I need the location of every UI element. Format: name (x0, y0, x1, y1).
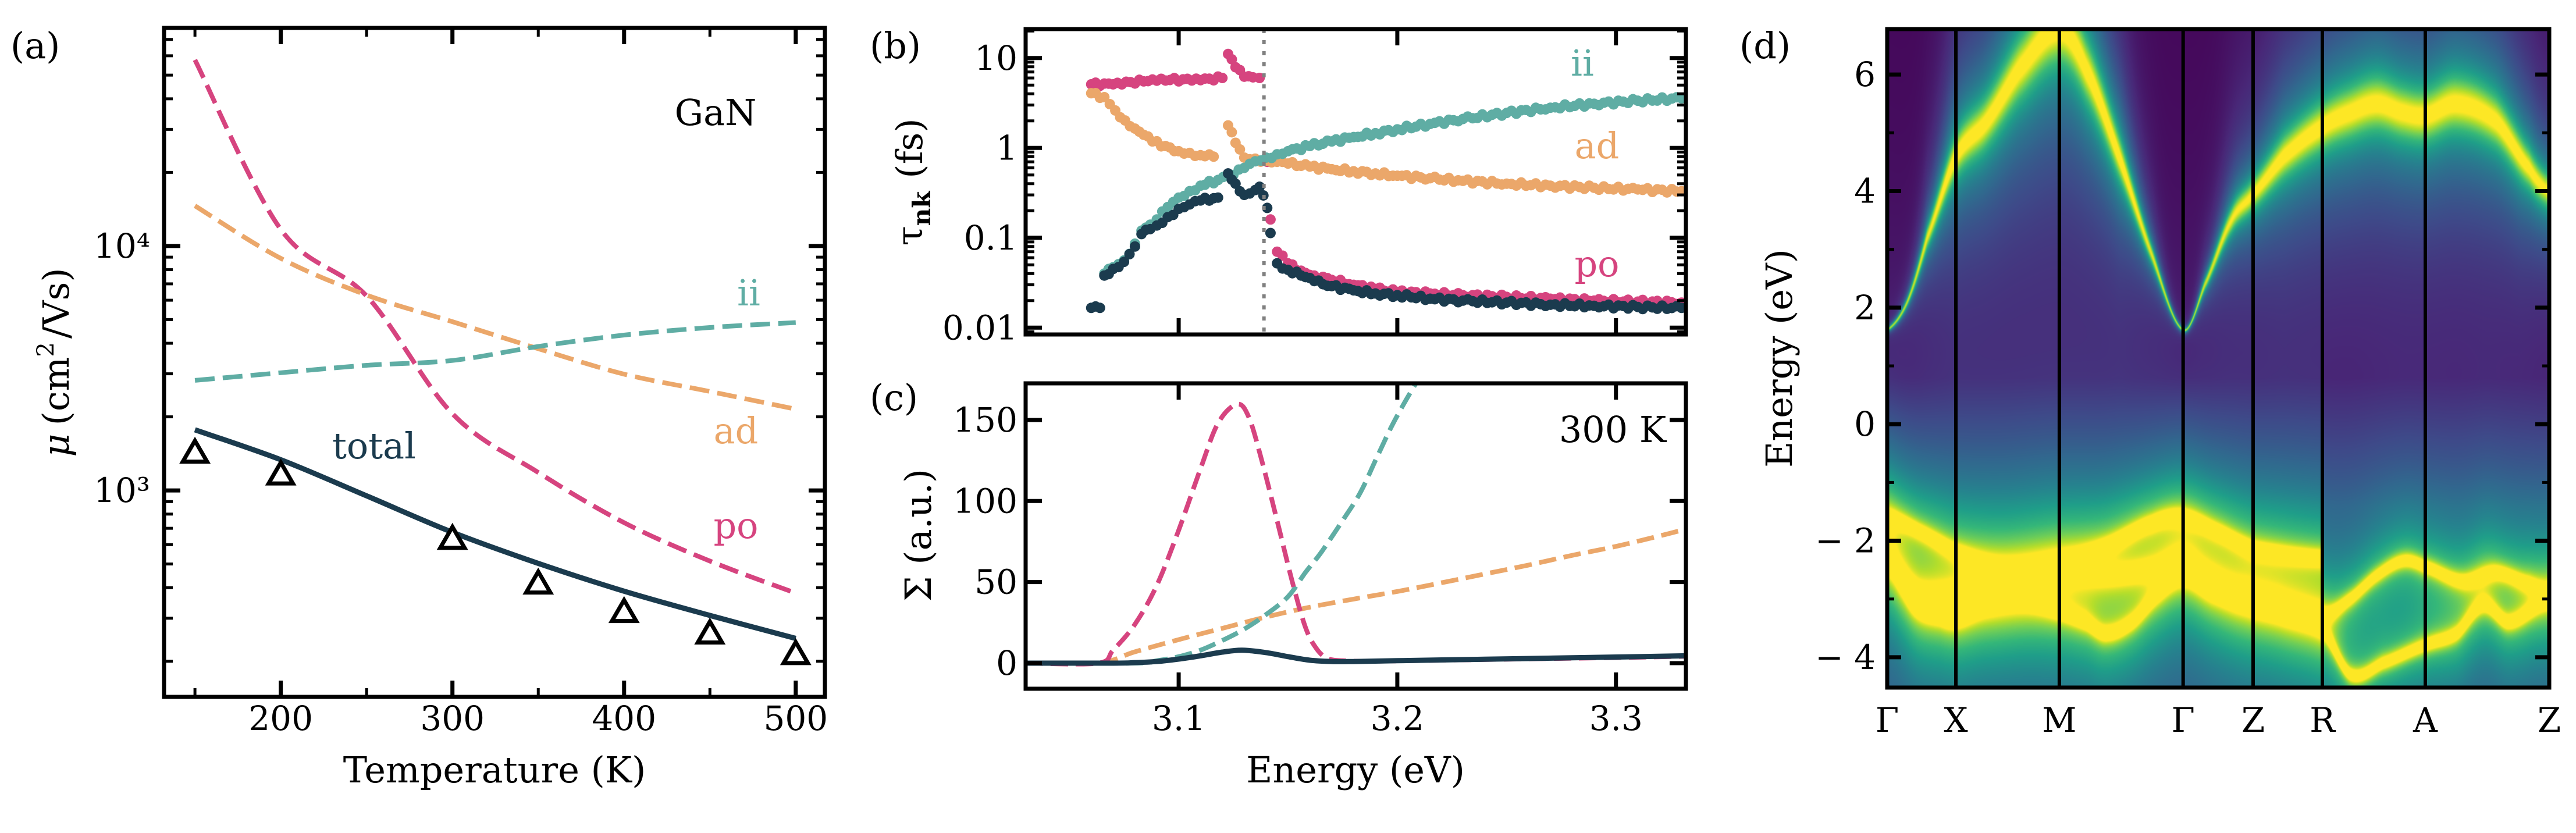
label-ii: ii (1571, 42, 1594, 84)
panel-a-plot-area (179, 59, 812, 665)
series-line-ii (1026, 383, 1418, 666)
y-tick-label: 10³ (94, 471, 150, 510)
series-line-ii (194, 320, 796, 383)
ylabel-unit-close: /Vs) (35, 268, 77, 339)
experiment-triangle-marker (522, 567, 554, 595)
ylabel-subscript: nk (908, 191, 936, 226)
y-tick-label: 0 (996, 643, 1017, 683)
panel-d-label: (d) (1739, 24, 1791, 67)
series-line-ad (194, 204, 796, 412)
panel-b-ylabel: τnk (fs) (888, 118, 936, 245)
scatter-point-po (1226, 54, 1237, 65)
scatter-point-total (1119, 257, 1130, 268)
scatter-point-po (1254, 73, 1265, 84)
panel-a-ylabel: μ (cm2/Vs) (33, 268, 77, 457)
scatter-point-po (1265, 214, 1276, 225)
experiment-triangle-marker (694, 617, 726, 645)
panel-d-ylabel: Energy (eV) (1758, 249, 1801, 468)
experiment-triangle-marker (179, 436, 211, 464)
scatter-point-total (1230, 178, 1241, 189)
ylabel-tau: τ (888, 226, 931, 245)
label-po: po (713, 504, 758, 547)
label-ii: ii (737, 272, 760, 314)
panel-b-label: (b) (870, 24, 921, 67)
label-ad: ad (1575, 124, 1620, 167)
panel-c-plot-area (1026, 383, 1686, 667)
panel-a-frame (162, 26, 827, 699)
scatter-point-ad (1208, 151, 1219, 162)
ylabel-unit-open: (cm (35, 357, 77, 426)
series-line-ad (1026, 526, 1686, 667)
panel-d-spectral-function: (d) Energy (eV) (1739, 24, 1801, 468)
experiment-triangle-marker (265, 458, 297, 486)
label-ad: ad (714, 410, 759, 452)
series-line-po (193, 59, 797, 596)
panel-d-heatmap (1887, 29, 2549, 688)
label-total: total (332, 425, 416, 467)
y-tick-label: 0.01 (942, 308, 1017, 347)
scatter-point-total (1124, 248, 1135, 259)
panel-a-ticks: 200 300 400 500 10³ 10⁴ (94, 28, 828, 738)
panel-b-plot-area (1086, 29, 1687, 334)
panel-b-ticks: 0.01 0.1 1 10 (942, 29, 1686, 347)
y-tick-label: 10 (974, 38, 1017, 78)
panel-a-mobility: (a) 200 300 400 500 10³ 10⁴ GaN ii ad po tota… (10, 24, 828, 791)
ylabel-mu: μ (35, 433, 77, 457)
scatter-point-total (1262, 202, 1273, 213)
panel-b-frame (1023, 27, 1688, 337)
panel-a-label: (a) (10, 24, 60, 67)
scatter-point-total (1254, 181, 1265, 193)
panel-c-ylabel: Σ (a.u.) (897, 469, 940, 601)
ylabel-unit: (fs) (888, 118, 931, 178)
panel-c-self-energy: (c) 3.1 3.2 3.3 0 50 100 150 300 K Energy (eV)… (870, 376, 1688, 791)
x-tick-label: 300 (420, 699, 485, 738)
y-tick-label: 100 (953, 481, 1017, 521)
scatter-point-total (1212, 192, 1223, 203)
ylabel-sup: 2 (33, 342, 59, 357)
panel-b-scattering-times: (b) 0.01 0.1 1 10 ii ad po τnk (fs) (870, 24, 1688, 347)
label-po: po (1574, 243, 1619, 285)
panel-c-annotation-temperature: 300 K (1559, 408, 1667, 451)
scatter-point-total (1094, 302, 1105, 314)
experiment-triangle-marker (608, 596, 640, 624)
panel-a-annotation-gan: GaN (675, 91, 757, 134)
scatter-point-total (1265, 227, 1276, 238)
series-line-total (1026, 647, 1686, 666)
scatter-point-po (1277, 250, 1288, 261)
scatter-point-ad (1234, 144, 1246, 155)
y-tick-label: 1 (996, 128, 1017, 168)
y-tick-label: 50 (974, 563, 1017, 602)
y-tick-label: 150 (953, 400, 1017, 440)
panel-c-frame (1023, 381, 1688, 691)
x-tick-label: 3.3 (1589, 699, 1643, 738)
x-tick-label: 3.1 (1152, 699, 1205, 738)
x-tick-label: 3.2 (1371, 699, 1424, 738)
series-line-total (194, 427, 796, 641)
scatter-point-po (1217, 73, 1228, 84)
experiment-triangle-marker (780, 638, 812, 665)
panel-c-label: (c) (870, 376, 918, 419)
y-tick-label: 10⁴ (94, 226, 150, 266)
scatter-point-ad (1226, 127, 1237, 138)
x-tick-label: 400 (592, 699, 656, 738)
x-tick-label: 200 (248, 699, 313, 738)
panel-a-xlabel: Temperature (K) (343, 749, 646, 791)
x-tick-label: 500 (763, 699, 828, 738)
panel-c-ticks: 3.1 3.2 3.3 0 50 100 150 (953, 383, 1686, 738)
y-tick-label: 0.1 (964, 218, 1017, 258)
scatter-point-total (1129, 241, 1140, 252)
panel-c-xlabel: Energy (eV) (1246, 749, 1465, 791)
experiment-triangle-marker (436, 522, 468, 550)
